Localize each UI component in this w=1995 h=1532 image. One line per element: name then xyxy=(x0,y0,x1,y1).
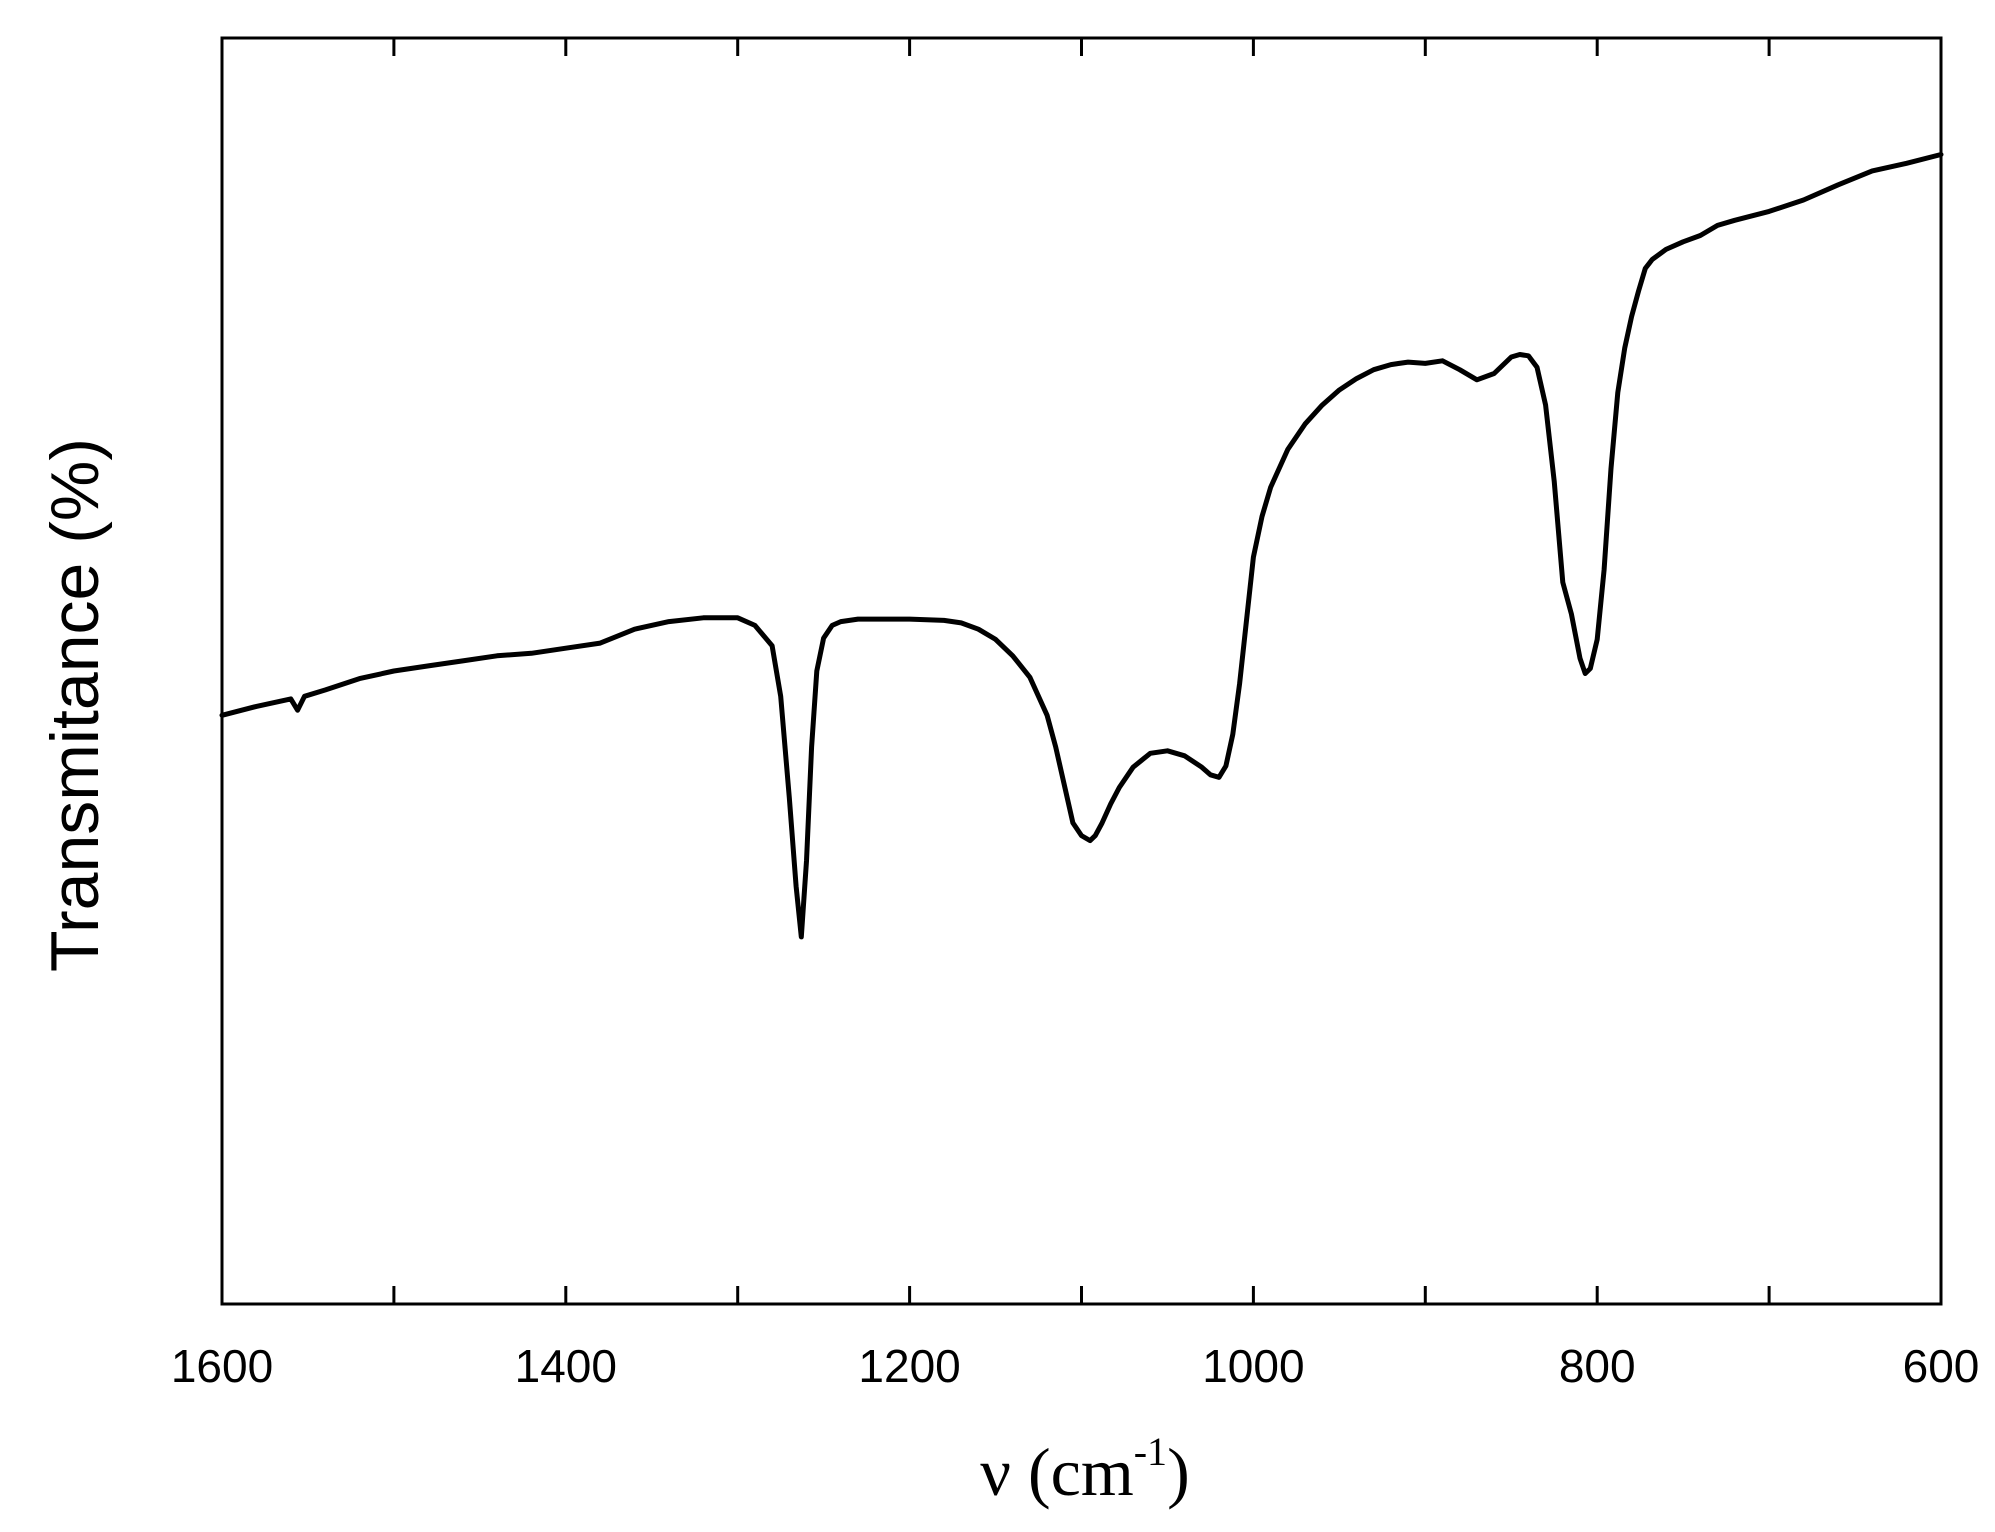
plot-frame xyxy=(220,36,1943,1306)
x-tick-label: 800 xyxy=(1559,1340,1636,1392)
x-tick-label: 1200 xyxy=(858,1340,960,1392)
x-tick-label: 1400 xyxy=(515,1340,617,1392)
x-axis-title-main: ν (cm xyxy=(980,1434,1133,1510)
transmittance-series-line xyxy=(219,152,1944,940)
x-tick-label: 600 xyxy=(1903,1340,1980,1392)
x-axis-ticks xyxy=(220,38,1943,1304)
y-axis-title: Transmitance (%) xyxy=(37,438,113,972)
x-axis-title: ν (cm-1) xyxy=(980,1429,1189,1510)
x-axis-tick-labels: 1600 1400 1200 1000 800 600 xyxy=(171,1340,1980,1392)
x-tick-label: 1000 xyxy=(1202,1340,1304,1392)
x-axis-title-close: ) xyxy=(1167,1434,1190,1510)
x-tick-label: 1600 xyxy=(171,1340,273,1392)
x-axis-title-superscript: -1 xyxy=(1134,1429,1167,1474)
